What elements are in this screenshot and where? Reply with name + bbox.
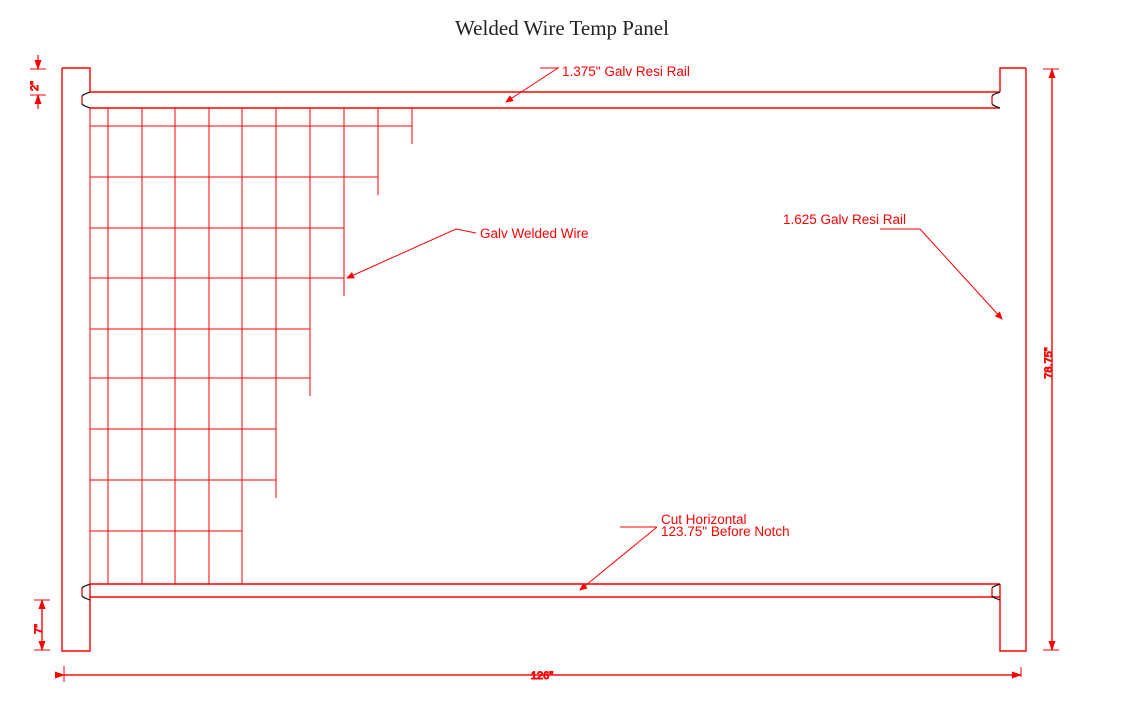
svg-text:1.375" Galv Resi Rail: 1.375" Galv Resi Rail: [562, 64, 690, 79]
svg-text:2": 2": [29, 81, 41, 91]
svg-text:126": 126": [531, 670, 553, 682]
svg-text:7": 7": [33, 624, 45, 634]
svg-text:78.75": 78.75": [1043, 347, 1055, 379]
svg-text:Welded Wire Temp Panel: Welded Wire Temp Panel: [455, 16, 669, 40]
svg-text:1.625 Galv Resi Rail: 1.625 Galv Resi Rail: [783, 212, 906, 227]
svg-text:Galv Welded Wire: Galv Welded Wire: [480, 226, 589, 241]
svg-text:123.75" Before Notch: 123.75" Before Notch: [661, 524, 790, 539]
